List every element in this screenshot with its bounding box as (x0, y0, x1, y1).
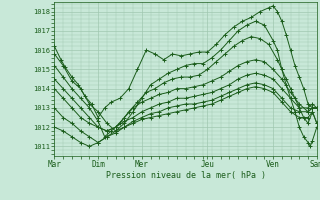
X-axis label: Pression niveau de la mer( hPa ): Pression niveau de la mer( hPa ) (106, 171, 266, 180)
